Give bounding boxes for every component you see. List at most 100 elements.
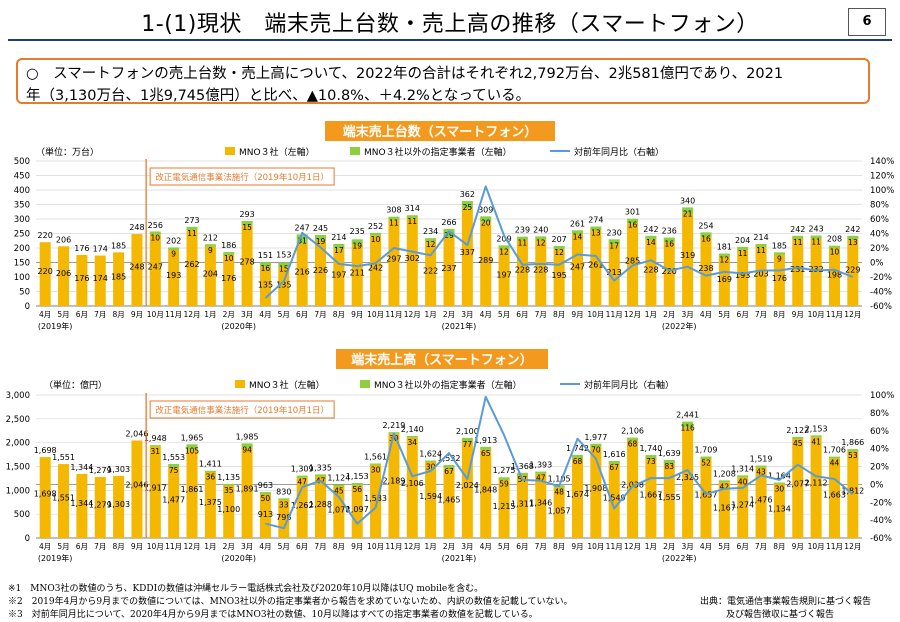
data-label-mno: 206 — [56, 269, 71, 278]
bar-mno — [315, 240, 327, 306]
data-label-other: 73 — [646, 457, 656, 466]
bar-mno — [76, 254, 88, 306]
bar-mno — [847, 239, 859, 306]
bar-other — [645, 235, 657, 240]
x-tick-label: 9月 — [792, 310, 804, 319]
chart-title: 端末売上高（スマートフォン） — [351, 352, 533, 368]
data-label-mno: 337 — [460, 248, 475, 257]
x-tick-label: 8月 — [773, 310, 785, 319]
bar-other — [718, 480, 730, 483]
data-label-other: 40 — [738, 477, 748, 486]
bar-mno — [186, 230, 198, 306]
data-label-total: 308 — [386, 206, 401, 215]
x-tick-label: 3月 — [681, 310, 693, 319]
bar-mno — [351, 244, 363, 306]
x-tick-label: 2月 — [443, 542, 455, 551]
data-label-other: 21 — [683, 209, 693, 218]
data-label-mno: 176 — [772, 274, 787, 283]
chart-title-box — [325, 121, 555, 141]
y-tick-label: 0 — [25, 534, 30, 544]
bar-other — [223, 483, 235, 486]
data-label-total: 314 — [405, 204, 420, 213]
data-label-total: 1,335 — [309, 463, 332, 472]
source-line-2: 及び報告徴収に基づく報告 — [726, 610, 835, 620]
bar-mno — [131, 440, 143, 538]
data-label-other: 116 — [680, 424, 695, 433]
bar-mno — [553, 487, 565, 538]
data-label-mno: 193 — [166, 271, 181, 280]
y-tick-label: 300 — [14, 215, 30, 225]
data-label-other: 11 — [811, 238, 821, 247]
data-label-total: 1,561 — [364, 453, 387, 462]
x-tick-label: 10月 — [147, 310, 164, 319]
bar-other — [425, 460, 437, 463]
data-label-total: 202 — [166, 236, 181, 245]
data-label-other: 44 — [830, 459, 840, 468]
x-tick-label: 4月 — [480, 310, 492, 319]
y2-tick-label: 0% — [870, 480, 884, 490]
bar-mno — [792, 239, 804, 306]
data-label-total: 206 — [56, 235, 71, 244]
data-label-mno: 238 — [698, 264, 713, 273]
x-tick-label: 10月 — [808, 542, 825, 551]
data-label-other: 11 — [738, 249, 748, 258]
bar-mno — [553, 249, 565, 306]
data-label-mno: 1,167 — [713, 503, 736, 512]
chart-title: 端末売上台数（スマートフォン） — [343, 124, 538, 140]
y2-tick-label: 0% — [870, 259, 884, 269]
data-label-mno: 1,594 — [419, 492, 442, 501]
x-tick-label: 5月 — [278, 542, 290, 551]
y2-tick-label: 120% — [870, 172, 894, 182]
y2-tick-label: -40% — [870, 516, 892, 526]
data-label-mno: 237 — [441, 264, 456, 273]
x-tick-label: 10月 — [367, 310, 384, 319]
x-tick-label: 9月 — [571, 310, 583, 319]
y2-tick-label: -60% — [870, 302, 892, 312]
x-tick-label: 7月 — [535, 310, 547, 319]
y2-tick-label: 60% — [870, 427, 889, 437]
data-label-other: 30 — [371, 465, 381, 474]
bar-other — [663, 459, 675, 464]
data-label-mno: 231 — [790, 265, 805, 274]
summary-box: ○ スマートフォンの売上台数・売上高について、2022年の合計はそれぞれ2,79… — [16, 58, 870, 104]
bar-mno — [76, 473, 88, 538]
data-label-mno: 1,288 — [309, 500, 332, 509]
data-label-mno: 216 — [295, 268, 310, 277]
data-label-mno: 2,106 — [401, 479, 424, 488]
x-tick-label: 7月 — [94, 310, 106, 319]
data-label-other: 16 — [664, 240, 674, 249]
data-label-other: 10 — [830, 248, 840, 257]
data-label-mno: 1,663 — [823, 490, 846, 499]
bar-other — [333, 243, 345, 249]
data-label-other: 70 — [591, 446, 601, 455]
data-label-total: 266 — [441, 218, 456, 227]
data-label-total: 185 — [772, 241, 787, 250]
data-label-total: 1,977 — [584, 433, 607, 442]
annotation-box — [149, 167, 335, 186]
data-label-mno: 1,279 — [89, 500, 112, 509]
bar-other — [792, 436, 804, 439]
data-label-total: 1,913 — [474, 436, 497, 445]
data-label-other: 13 — [591, 229, 601, 238]
data-label-mno: 913 — [258, 510, 273, 519]
y2-tick-label: 60% — [870, 215, 889, 225]
data-label-other: 42 — [720, 482, 730, 491]
x-tick-label: 8月 — [553, 310, 565, 319]
data-label-other: 10 — [371, 235, 381, 244]
data-label-total: 2,046 — [126, 429, 149, 438]
unit-label: （単位：億円） — [44, 379, 107, 391]
data-label-other: 11 — [756, 246, 766, 255]
annotation-text: 改正電気通信事業法施行（2019年10月1日） — [155, 405, 329, 416]
bar-mno — [94, 255, 106, 306]
data-label-total: 274 — [588, 216, 603, 225]
bar-mno — [113, 475, 125, 538]
data-label-total: 245 — [313, 224, 328, 233]
y-tick-label: 0 — [25, 302, 30, 312]
data-label-total: 362 — [460, 190, 475, 199]
data-label-other: 25 — [463, 203, 473, 212]
bar-mno — [461, 441, 473, 538]
bar-mno — [773, 254, 785, 306]
x-tick-label: 3月 — [241, 542, 253, 551]
data-label-total: 1,519 — [750, 455, 773, 464]
data-label-mno: 203 — [753, 270, 768, 279]
